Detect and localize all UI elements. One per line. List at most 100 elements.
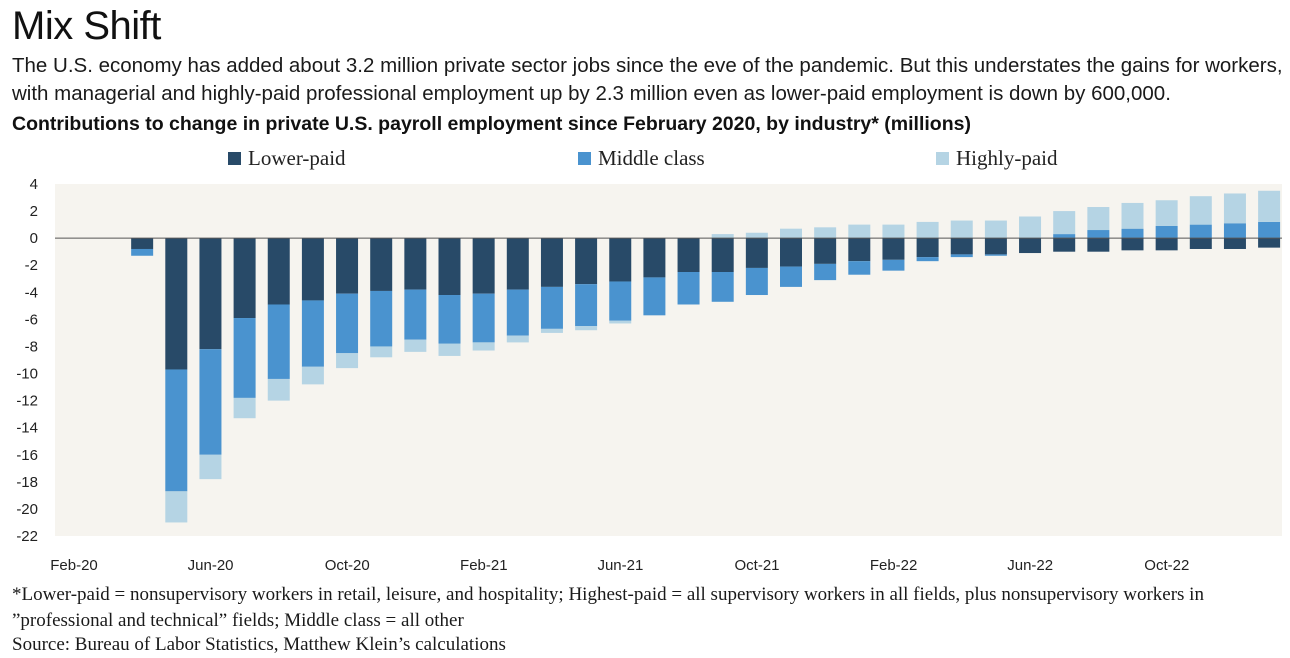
- bar-middle-class-dec-20: [438, 295, 461, 344]
- bar-middle-class-nov-21: [814, 263, 837, 281]
- bar-lower-paid-jun-21: [643, 238, 666, 278]
- y-tick-label: -4: [25, 284, 38, 301]
- bar-highly-paid-jan-21: [472, 342, 495, 351]
- y-tick-label: -8: [25, 338, 38, 355]
- bar-middle-class-feb-21: [506, 289, 529, 336]
- chart-heading: Contributions to change in private U.S. …: [12, 113, 971, 135]
- bar-middle-class-aug-20: [301, 300, 324, 367]
- plot-background: [55, 184, 1282, 536]
- bar-lower-paid-sep-22: [1155, 238, 1178, 251]
- bar-lower-paid-nov-20: [404, 238, 427, 290]
- bar-lower-paid-mar-22: [950, 238, 973, 255]
- bar-highly-paid-dec-21: [848, 224, 871, 239]
- bar-highly-paid-sep-22: [1155, 200, 1178, 226]
- y-tick-label: -2: [25, 257, 38, 274]
- bar-highly-paid-oct-22: [1189, 196, 1212, 225]
- bar-lower-paid-dec-20: [438, 238, 461, 296]
- legend-label-lower-paid: Lower-paid: [248, 146, 346, 170]
- bar-highly-paid-jun-20: [233, 397, 256, 419]
- x-tick-label: Feb-22: [870, 557, 918, 574]
- bar-highly-paid-aug-20: [301, 366, 324, 385]
- bar-highly-paid-apr-21: [575, 326, 598, 331]
- bar-highly-paid-nov-21: [814, 227, 837, 239]
- bar-highly-paid-apr-20: [165, 491, 188, 523]
- x-tick-label: Jun-22: [1007, 557, 1053, 574]
- bar-lower-paid-dec-22: [1258, 238, 1281, 248]
- bar-lower-paid-aug-21: [711, 238, 734, 272]
- bar-lower-paid-jun-20: [233, 238, 256, 319]
- legend-swatch-middle-class: [578, 152, 591, 165]
- legend-label-middle-class: Middle class: [598, 146, 705, 170]
- bar-middle-class-apr-20: [165, 369, 188, 492]
- bar-lower-paid-nov-21: [814, 238, 837, 264]
- legend-swatch-highly-paid: [936, 152, 949, 165]
- x-tick-label: Feb-21: [460, 557, 508, 574]
- bar-highly-paid-oct-20: [370, 346, 393, 358]
- bar-lower-paid-mar-21: [540, 238, 563, 287]
- y-tick-label: -10: [16, 366, 38, 383]
- legend-swatch-lower-paid: [228, 152, 241, 165]
- bar-highly-paid-feb-21: [506, 335, 529, 343]
- bar-highly-paid-sep-21: [745, 232, 768, 239]
- bar-highly-paid-jan-22: [882, 224, 905, 239]
- bar-highly-paid-jul-22: [1087, 207, 1110, 231]
- bar-middle-class-nov-20: [404, 289, 427, 340]
- bar-lower-paid-sep-20: [336, 238, 359, 294]
- bar-lower-paid-jul-20: [267, 238, 290, 305]
- chart-area: 4 2 0 -2 -4 -6 -8 -10 -12 -14 -16 -18 -20 -22 Feb-20 Ju…: [16, 176, 1282, 574]
- bar-highly-paid-nov-20: [404, 339, 427, 352]
- bar-lower-paid-jan-21: [472, 238, 495, 294]
- bar-middle-class-jul-20: [267, 304, 290, 379]
- bar-lower-paid-apr-20: [165, 238, 188, 370]
- bar-middle-class-jan-22: [882, 259, 905, 271]
- x-tick-label: Jun-20: [188, 557, 234, 574]
- bar-lower-paid-apr-21: [575, 238, 598, 285]
- x-tick-label: Oct-20: [325, 557, 370, 574]
- bar-middle-class-apr-22: [984, 254, 1007, 256]
- bar-middle-class-may-21: [609, 281, 632, 321]
- bar-highly-paid-oct-21: [780, 228, 802, 239]
- bar-lower-paid-may-22: [1019, 238, 1042, 254]
- bar-highly-paid-mar-22: [950, 220, 973, 239]
- x-tick-label: Oct-21: [734, 557, 779, 574]
- y-tick-label: -22: [16, 528, 38, 545]
- y-tick-label: -16: [16, 447, 38, 464]
- legend: Lower-paid Middle class Highly-paid: [0, 146, 1290, 174]
- bar-highly-paid-jun-22: [1053, 211, 1076, 235]
- bar-highly-paid-aug-22: [1121, 202, 1144, 229]
- y-tick-label: 2: [30, 203, 38, 220]
- bar-middle-class-jul-22: [1087, 230, 1110, 239]
- bar-highly-paid-may-20: [199, 454, 222, 480]
- bar-middle-class-feb-22: [916, 257, 939, 262]
- bar-lower-paid-feb-21: [506, 238, 529, 290]
- y-tick-label: 0: [30, 230, 38, 247]
- bar-middle-class-mar-22: [950, 254, 973, 258]
- bar-lower-paid-oct-21: [780, 238, 802, 267]
- bar-middle-class-jan-21: [472, 293, 495, 343]
- bar-middle-class-sep-21: [745, 267, 768, 296]
- bar-middle-class-aug-22: [1121, 228, 1144, 239]
- bar-highly-paid-apr-22: [984, 220, 1007, 239]
- bar-middle-class-dec-21: [848, 261, 871, 275]
- bar-middle-class-aug-21: [711, 272, 734, 302]
- bar-highly-paid-mar-21: [540, 328, 563, 333]
- bar-lower-paid-apr-22: [984, 238, 1007, 255]
- bar-lower-paid-nov-22: [1223, 238, 1246, 249]
- bar-lower-paid-aug-20: [301, 238, 324, 301]
- bar-middle-class-sep-22: [1155, 225, 1178, 239]
- bar-middle-class-apr-21: [575, 284, 598, 327]
- bar-lower-paid-dec-21: [848, 238, 871, 262]
- chart-title: Mix Shift: [12, 4, 161, 48]
- bar-middle-class-mar-21: [540, 286, 563, 329]
- y-tick-label: -12: [16, 393, 38, 410]
- bar-lower-paid-mar-20: [131, 238, 154, 249]
- chart-subtitle: The U.S. economy has added about 3.2 mil…: [12, 54, 1283, 105]
- bar-lower-paid-may-21: [609, 238, 632, 282]
- y-tick-label: -20: [16, 501, 38, 518]
- bar-highly-paid-aug-21: [711, 234, 734, 239]
- bar-lower-paid-jan-22: [882, 238, 905, 260]
- bar-lower-paid-jul-22: [1087, 238, 1110, 252]
- x-tick-label: Jun-21: [597, 557, 643, 574]
- y-tick-label: -18: [16, 474, 38, 491]
- bar-lower-paid-sep-21: [745, 238, 768, 268]
